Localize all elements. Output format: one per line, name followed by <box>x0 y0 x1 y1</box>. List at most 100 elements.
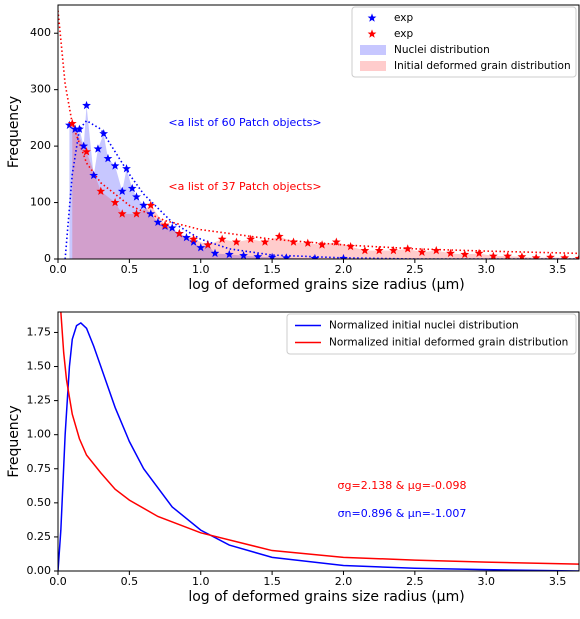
marker <box>203 240 213 249</box>
y-tick-label: 0 <box>44 252 51 265</box>
line <box>64 119 579 259</box>
marker <box>217 234 227 243</box>
y-tick-label: 400 <box>30 26 51 39</box>
marker <box>303 238 313 247</box>
marker <box>460 249 470 259</box>
marker <box>146 200 156 210</box>
legend-label: Nuclei distribution <box>394 44 490 56</box>
axes-frame <box>57 4 580 260</box>
y-axis-label: Frequency <box>6 405 22 477</box>
marker <box>339 253 348 259</box>
marker <box>196 243 206 252</box>
marker <box>75 124 84 133</box>
y-tick-label: 0.75 <box>27 462 52 475</box>
x-tick-label: 0.0 <box>49 263 67 276</box>
marker <box>96 186 106 195</box>
x-tick-label: 3.0 <box>477 263 495 276</box>
marker <box>189 234 198 243</box>
y-tick-label: 100 <box>30 196 51 209</box>
subplot: 0.0 0.5 1.0 1.5 2.0 2.5 3.0 3.5 0.00 0.25 0.50 0.75… <box>6 311 580 605</box>
marker <box>224 249 234 259</box>
marker <box>446 248 455 258</box>
y-tick-label: 1.75 <box>27 325 52 338</box>
marker <box>246 234 256 243</box>
subplot: 0.0 0.5 1.0 1.5 2.0 2.5 3.0 3.5 0 100 200 300 400 log… <box>6 4 580 293</box>
marker <box>331 237 341 246</box>
x-tick-label: 2.5 <box>406 575 424 588</box>
marker <box>82 100 91 110</box>
x-tick-label: 0.5 <box>121 575 139 588</box>
marker <box>560 253 570 259</box>
marker <box>117 209 127 218</box>
x-tick-label: 1.5 <box>263 263 281 276</box>
marker <box>546 252 555 259</box>
x-tick-label: 3.5 <box>549 575 567 588</box>
marker <box>79 141 89 150</box>
marker <box>110 161 120 170</box>
x-tick-label: 1.0 <box>192 575 210 588</box>
marker <box>503 251 512 259</box>
marker <box>153 217 163 227</box>
x-axis-label: log of deformed grains size radius (µm) <box>188 589 464 605</box>
marker <box>274 231 284 241</box>
marker <box>317 240 327 249</box>
marker <box>103 153 113 163</box>
marker <box>132 209 141 218</box>
x-tick-label: 2.5 <box>406 263 424 276</box>
marker <box>531 253 541 259</box>
marker <box>346 241 355 251</box>
x-tick-label: 2.0 <box>335 575 353 588</box>
y-tick-label: 200 <box>30 139 51 152</box>
legend-label: exp <box>394 28 413 40</box>
axes-frame <box>57 311 580 572</box>
marker <box>110 197 120 207</box>
marker <box>99 129 109 138</box>
legend-label: Normalized initial nuclei distribution <box>329 320 519 332</box>
marker <box>67 118 77 128</box>
marker <box>65 120 74 129</box>
marker <box>239 251 248 259</box>
x-tick-label: 0.0 <box>49 575 67 588</box>
y-tick-label: 1.25 <box>27 394 52 407</box>
marker <box>417 247 427 256</box>
plot-area <box>58 10 579 259</box>
marker <box>431 245 441 255</box>
annotation: <a list of 60 Patch objects> <box>168 116 321 129</box>
x-tick-label: 0.5 <box>121 263 139 276</box>
plot-area <box>58 312 579 571</box>
marker <box>389 245 398 255</box>
marker <box>93 144 103 153</box>
marker <box>374 245 384 255</box>
marker <box>189 237 198 246</box>
legend-frame <box>286 313 577 355</box>
marker <box>488 251 498 259</box>
marker <box>127 183 137 193</box>
annotation: σn=0.896 & μn=-1.007 <box>338 507 467 520</box>
area <box>69 105 344 259</box>
area <box>72 123 579 259</box>
marker <box>146 209 156 218</box>
marker <box>260 237 270 246</box>
y-tick-label: 300 <box>30 83 51 96</box>
y-tick-label: 0.50 <box>27 496 52 509</box>
marker <box>282 253 291 259</box>
legend-label: Initial deformed grain distribution <box>394 60 571 72</box>
legend-marker <box>367 29 377 38</box>
marker <box>182 232 191 242</box>
legend: exp exp Nuclei distribution Initial deforme… <box>351 6 577 78</box>
marker <box>574 253 579 259</box>
annotation: σg=2.138 & μg=-0.098 <box>338 479 467 492</box>
marker <box>122 164 131 173</box>
line <box>58 321 579 571</box>
marker <box>174 229 184 238</box>
legend-marker <box>367 13 377 22</box>
y-tick-label: 0.00 <box>27 564 52 577</box>
marker <box>167 223 177 232</box>
marker <box>210 248 220 258</box>
marker <box>160 220 170 229</box>
marker <box>82 147 91 156</box>
marker <box>70 124 80 133</box>
legend-label: Normalized initial deformed grain distri… <box>329 337 568 349</box>
x-axis-label: log of deformed grains size radius (µm) <box>188 277 464 293</box>
